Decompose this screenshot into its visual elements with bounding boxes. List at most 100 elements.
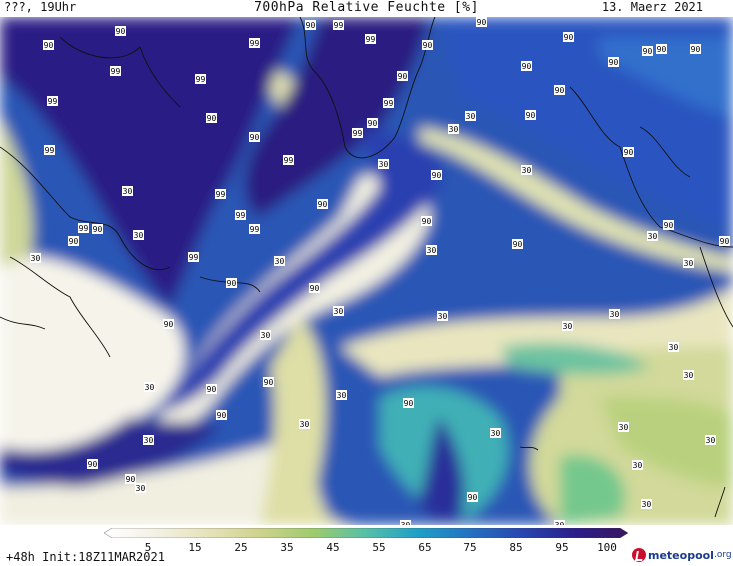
contour-label: 30 [705, 435, 716, 445]
legend-tick-5: 5 [144, 541, 152, 554]
contour-label: 90 [263, 377, 274, 387]
legend-tick-45: 45 [326, 541, 340, 554]
contour-label: 90 [476, 17, 487, 27]
contour-label: 30 [426, 245, 437, 255]
svg-text:30: 30 [145, 383, 155, 392]
svg-text:99: 99 [236, 211, 246, 220]
contour-label: 30 [144, 382, 155, 392]
init-label: +48h Init:18Z11MAR2021 [6, 550, 165, 564]
svg-text:90: 90 [564, 33, 574, 42]
contour-label: 30 [632, 460, 643, 470]
contour-label: 30 [668, 342, 679, 352]
contour-label: 90 [690, 44, 701, 54]
svg-text:90: 90 [207, 385, 217, 394]
svg-text:30: 30 [427, 246, 437, 255]
contour-label: 99 [78, 223, 89, 233]
svg-text:90: 90 [217, 411, 227, 420]
contour-label: 30 [400, 520, 411, 525]
svg-text:99: 99 [250, 39, 260, 48]
svg-text:30: 30 [123, 187, 133, 196]
contour-label: 30 [647, 231, 658, 241]
contour-label: 30 [437, 311, 448, 321]
svg-text:30: 30 [261, 331, 271, 340]
svg-text:30: 30 [619, 423, 629, 432]
svg-text:99: 99 [384, 99, 394, 108]
contour-label: 99 [47, 96, 58, 106]
contour-label: 30 [143, 435, 154, 445]
legend-tick-95: 95 [555, 541, 569, 554]
svg-text:99: 99 [334, 21, 344, 30]
svg-text:99: 99 [111, 67, 121, 76]
contour-label: 30 [378, 159, 389, 169]
contour-label: 90 [512, 239, 523, 249]
svg-text:90: 90 [477, 18, 487, 27]
svg-text:99: 99 [196, 75, 206, 84]
legend-tick-85: 85 [509, 541, 523, 554]
svg-text:90: 90 [306, 21, 316, 30]
brand-name: meteopool [648, 548, 714, 562]
svg-text:90: 90 [227, 279, 237, 288]
contour-label: 99 [44, 145, 55, 155]
contour-label: 90 [563, 32, 574, 42]
svg-text:90: 90 [88, 460, 98, 469]
svg-text:30: 30 [684, 259, 694, 268]
humidity-map: 90 90 99 99 99 90 99 99 90 90 90 90 90 90 90 90 90 90 90 99… [0, 17, 733, 525]
contour-label: 99 [195, 74, 206, 84]
svg-text:30: 30 [438, 312, 448, 321]
svg-text:90: 90 [398, 72, 408, 81]
svg-text:90: 90 [93, 225, 103, 234]
contour-label: 90 [623, 147, 634, 157]
contour-label: 90 [397, 71, 408, 81]
svg-text:99: 99 [250, 225, 260, 234]
legend-tick-65: 65 [418, 541, 432, 554]
contour-label: 90 [163, 319, 174, 329]
svg-text:30: 30 [610, 310, 620, 319]
svg-text:30: 30 [144, 436, 154, 445]
contour-label: 30 [641, 499, 652, 509]
contour-label: 90 [431, 170, 442, 180]
svg-text:90: 90 [555, 86, 565, 95]
contour-label: 99 [352, 128, 363, 138]
contour-label: 90 [92, 224, 103, 234]
contour-label: 90 [403, 398, 414, 408]
contour-label: 30 [299, 419, 310, 429]
svg-text:90: 90 [126, 475, 136, 484]
svg-text:30: 30 [555, 521, 565, 525]
svg-text:90: 90 [657, 45, 667, 54]
svg-text:99: 99 [353, 129, 363, 138]
svg-text:90: 90 [44, 41, 54, 50]
legend-tick-100: 100 [597, 541, 617, 554]
contour-label: 90 [115, 26, 126, 36]
contour-label: 30 [562, 321, 573, 331]
contour-label: 30 [122, 186, 133, 196]
valid-time-label: ???, 19Uhr [4, 0, 77, 14]
contour-label: 30 [336, 390, 347, 400]
svg-text:99: 99 [216, 190, 226, 199]
svg-text:90: 90 [69, 237, 79, 246]
contour-label: 99 [235, 210, 246, 220]
svg-text:30: 30 [334, 307, 344, 316]
svg-text:99: 99 [189, 253, 199, 262]
svg-text:90: 90 [207, 114, 217, 123]
contour-label: 90 [206, 384, 217, 394]
svg-text:90: 90 [404, 399, 414, 408]
contour-label: 90 [317, 199, 328, 209]
coastlines [0, 17, 733, 518]
contour-label: 30 [133, 230, 144, 240]
contour-labels: 90 90 99 99 99 90 99 99 90 90 90 90 90 90 90 90 90 90 90 99… [30, 17, 730, 525]
contour-label: 90 [68, 236, 79, 246]
contour-label: 90 [309, 283, 320, 293]
contour-label: 90 [226, 278, 237, 288]
contour-label: 30 [260, 330, 271, 340]
meteopool-logo[interactable]: meteopool .org [632, 546, 732, 564]
contour-label: 90 [467, 492, 478, 502]
svg-text:99: 99 [284, 156, 294, 165]
svg-text:99: 99 [366, 35, 376, 44]
contour-label: 30 [490, 428, 501, 438]
svg-text:90: 90 [310, 284, 320, 293]
contour-label: 99 [365, 34, 376, 44]
color-legend-bar [104, 528, 628, 538]
contour-label: 30 [683, 258, 694, 268]
contour-label: 90 [656, 44, 667, 54]
forecast-date: 13. Maerz 2021 [601, 0, 703, 14]
